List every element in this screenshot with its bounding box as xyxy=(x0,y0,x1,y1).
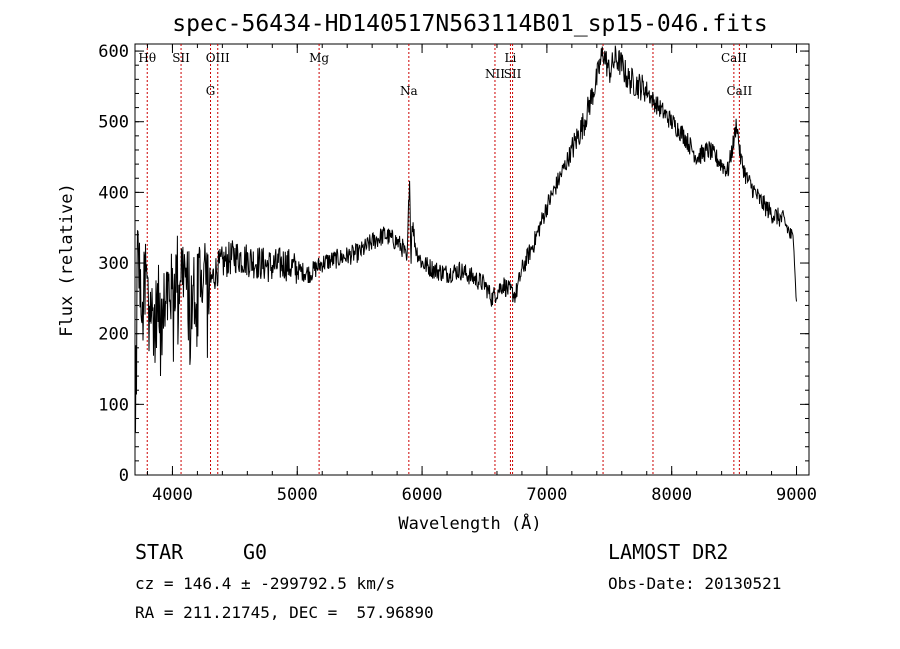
x-tick-label: 7000 xyxy=(526,485,567,505)
x-tick-label: 6000 xyxy=(402,485,443,505)
spectral-line-label: SII xyxy=(172,51,190,65)
spectral-line-label: Na xyxy=(400,84,418,98)
x-tick-label: 4000 xyxy=(152,485,193,505)
y-tick-label: 500 xyxy=(98,113,129,133)
x-axis-label: Wavelength (Å) xyxy=(398,512,541,534)
spectral-line-label: CaII xyxy=(726,84,752,98)
y-tick-label: 600 xyxy=(98,42,129,62)
spectral-line-label: G xyxy=(206,84,216,98)
spectrum-line xyxy=(134,45,797,433)
spectral-line-label: Mg xyxy=(309,51,329,65)
x-tick-label: 9000 xyxy=(776,485,817,505)
y-axis: 0 100 200 300 400 500 600 xyxy=(98,42,809,486)
object-subclass: G0 xyxy=(243,540,268,564)
spectral-line-label: CaII xyxy=(721,51,747,65)
y-tick-label: 100 xyxy=(98,395,129,415)
x-tick-label: 8000 xyxy=(651,485,692,505)
x-axis: 4000 5000 6000 7000 8000 9000 xyxy=(146,44,817,505)
redshift-info: cz = 146.4 ± -299792.5 km/s xyxy=(135,574,396,593)
spectral-line-label: Li xyxy=(505,51,517,65)
x-tick-label: 5000 xyxy=(277,485,318,505)
y-tick-label: 200 xyxy=(98,325,129,345)
y-tick-label: 300 xyxy=(98,254,129,274)
coordinates: RA = 211.21745, DEC = 57.96890 xyxy=(135,603,434,622)
y-tick-label: 0 xyxy=(119,466,129,486)
spectral-line-label: Hθ xyxy=(138,51,156,65)
spectral-line-label: SII xyxy=(504,67,522,81)
chart-title: spec-56434-HD140517N563114B01_sp15-046.f… xyxy=(172,11,767,37)
observation-date: Obs-Date: 20130521 xyxy=(608,574,782,593)
spectral-line-label: OIII xyxy=(206,51,230,65)
spectral-line-label: NII xyxy=(485,67,505,81)
object-class: STAR xyxy=(135,540,184,564)
survey-name: LAMOST DR2 xyxy=(608,540,729,564)
y-tick-label: 400 xyxy=(98,183,129,203)
y-axis-label: Flux (relative) xyxy=(57,183,77,337)
